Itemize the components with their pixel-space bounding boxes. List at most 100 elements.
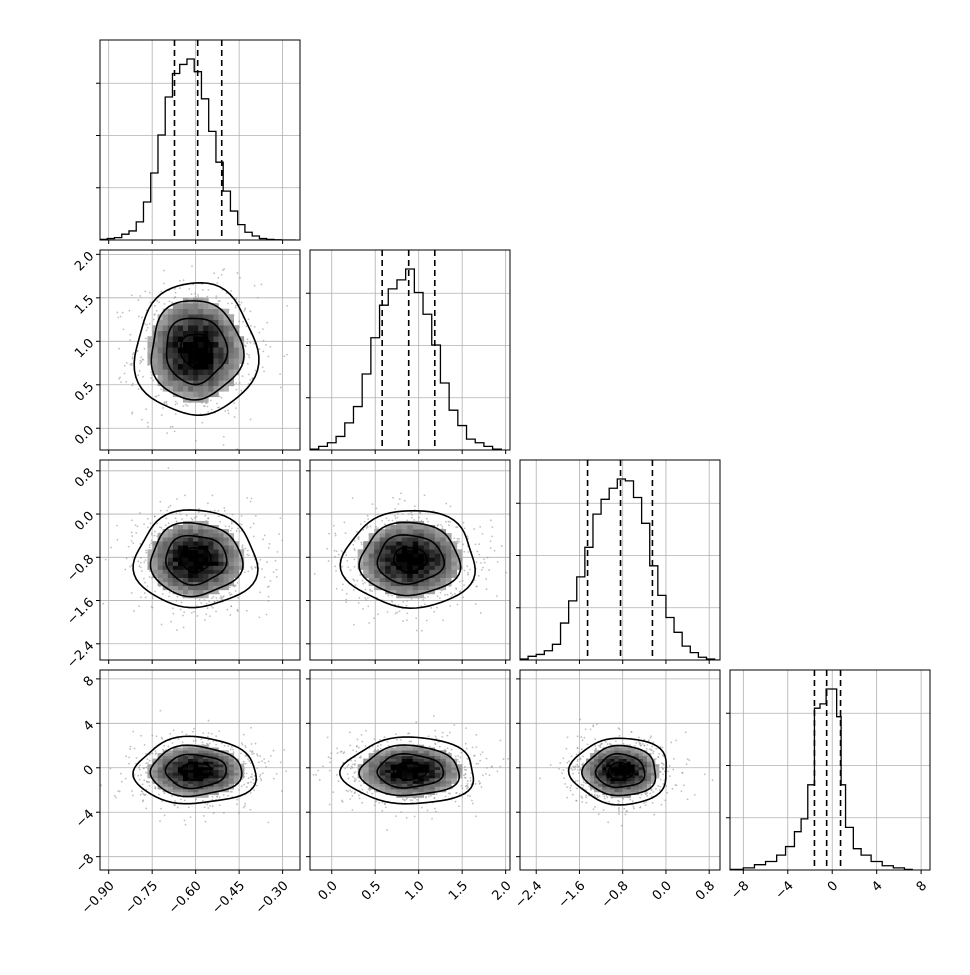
scatter-point — [175, 599, 178, 602]
scatter-point — [232, 748, 234, 751]
density-cell — [157, 557, 163, 562]
scatter-point — [245, 609, 248, 612]
density-cell — [203, 319, 209, 326]
scatter-point — [156, 299, 159, 302]
scatter-point — [433, 610, 436, 613]
density-cell — [429, 758, 436, 762]
scatter-point — [144, 771, 147, 774]
scatter-point — [118, 347, 120, 350]
scatter-point — [138, 370, 141, 372]
scatter-point — [632, 806, 635, 808]
density-cell — [423, 541, 430, 546]
density-cell — [401, 775, 408, 779]
density-cell — [218, 369, 224, 376]
density-cell — [172, 369, 179, 376]
density-cell — [385, 780, 392, 784]
density-cell — [429, 783, 436, 787]
density-cell — [642, 780, 648, 784]
scatter-point — [174, 804, 176, 807]
density-cell — [379, 541, 386, 546]
density-cell — [203, 314, 209, 321]
scatter-point — [347, 777, 350, 780]
density-cell — [368, 783, 375, 787]
density-cell — [412, 553, 419, 558]
scatter-point — [174, 413, 177, 415]
density-cell — [445, 778, 452, 782]
density-cell — [208, 786, 214, 790]
density-cell — [451, 772, 458, 776]
scatter-point — [572, 765, 575, 768]
scatter-point — [400, 492, 402, 495]
density-cell — [203, 769, 209, 773]
density-cell — [590, 780, 595, 784]
density-cell — [586, 778, 591, 782]
scatter-point — [461, 796, 464, 798]
density-cell — [412, 541, 419, 546]
density-cell — [182, 336, 189, 343]
contour-line — [179, 333, 212, 369]
scatter-point — [265, 613, 268, 616]
density-cell — [177, 753, 184, 757]
density-cell — [385, 786, 392, 790]
scatter-point — [566, 736, 569, 739]
scatter-point — [589, 728, 592, 731]
density-cell — [172, 380, 179, 387]
density-cell — [157, 330, 163, 337]
density-cell — [434, 549, 441, 554]
scatter-point — [236, 803, 238, 806]
scatter-point — [444, 593, 446, 596]
contour-line — [581, 744, 657, 797]
density-cell — [412, 525, 419, 530]
density-cell — [429, 780, 436, 784]
density-cell — [213, 753, 219, 757]
scatter-point — [594, 745, 597, 747]
density-cell — [162, 565, 169, 570]
density-cell — [642, 761, 648, 765]
density-cell — [213, 380, 219, 387]
density-cell — [434, 561, 441, 566]
density-cell — [630, 750, 636, 754]
density-cell — [177, 358, 184, 365]
scatter-point — [340, 799, 343, 802]
density-cell — [440, 786, 447, 790]
scatter-point — [420, 629, 423, 632]
density-cell — [434, 778, 441, 782]
density-cell — [213, 391, 219, 398]
scatter-point — [340, 550, 343, 552]
density-cell — [434, 577, 441, 583]
histogram-step — [100, 58, 296, 240]
density-cell — [213, 778, 219, 782]
scatter-point — [259, 773, 262, 776]
scatter-point — [489, 540, 492, 543]
scatter-point — [397, 503, 400, 505]
density-cell — [396, 780, 403, 784]
density-cell — [363, 549, 369, 554]
density-cell — [429, 533, 436, 538]
scatter-point — [390, 600, 393, 602]
density-cell — [412, 772, 419, 776]
density-cell — [598, 780, 603, 784]
density-cell — [412, 761, 419, 765]
density-cell — [208, 573, 214, 579]
scatter-point — [345, 789, 348, 792]
scatter-point — [327, 560, 330, 562]
scatter-point — [146, 758, 149, 761]
scatter-point — [267, 599, 270, 602]
density-cell — [198, 520, 204, 526]
density-cell — [208, 553, 214, 558]
density-cell — [429, 791, 436, 796]
scatter-point — [269, 345, 272, 348]
histogram-step — [520, 478, 720, 660]
scatter-point — [466, 783, 469, 785]
scatter-point — [428, 795, 430, 798]
scatter-point — [466, 535, 469, 538]
scatter-point — [128, 762, 130, 765]
scatter-point — [246, 362, 249, 365]
density-cell — [622, 794, 627, 798]
scatter-point — [153, 515, 156, 518]
density-cell — [390, 589, 397, 595]
scatter-point — [341, 589, 344, 591]
scatter-point — [359, 523, 362, 526]
scatter-point — [190, 293, 193, 295]
scatter-point — [202, 732, 205, 734]
